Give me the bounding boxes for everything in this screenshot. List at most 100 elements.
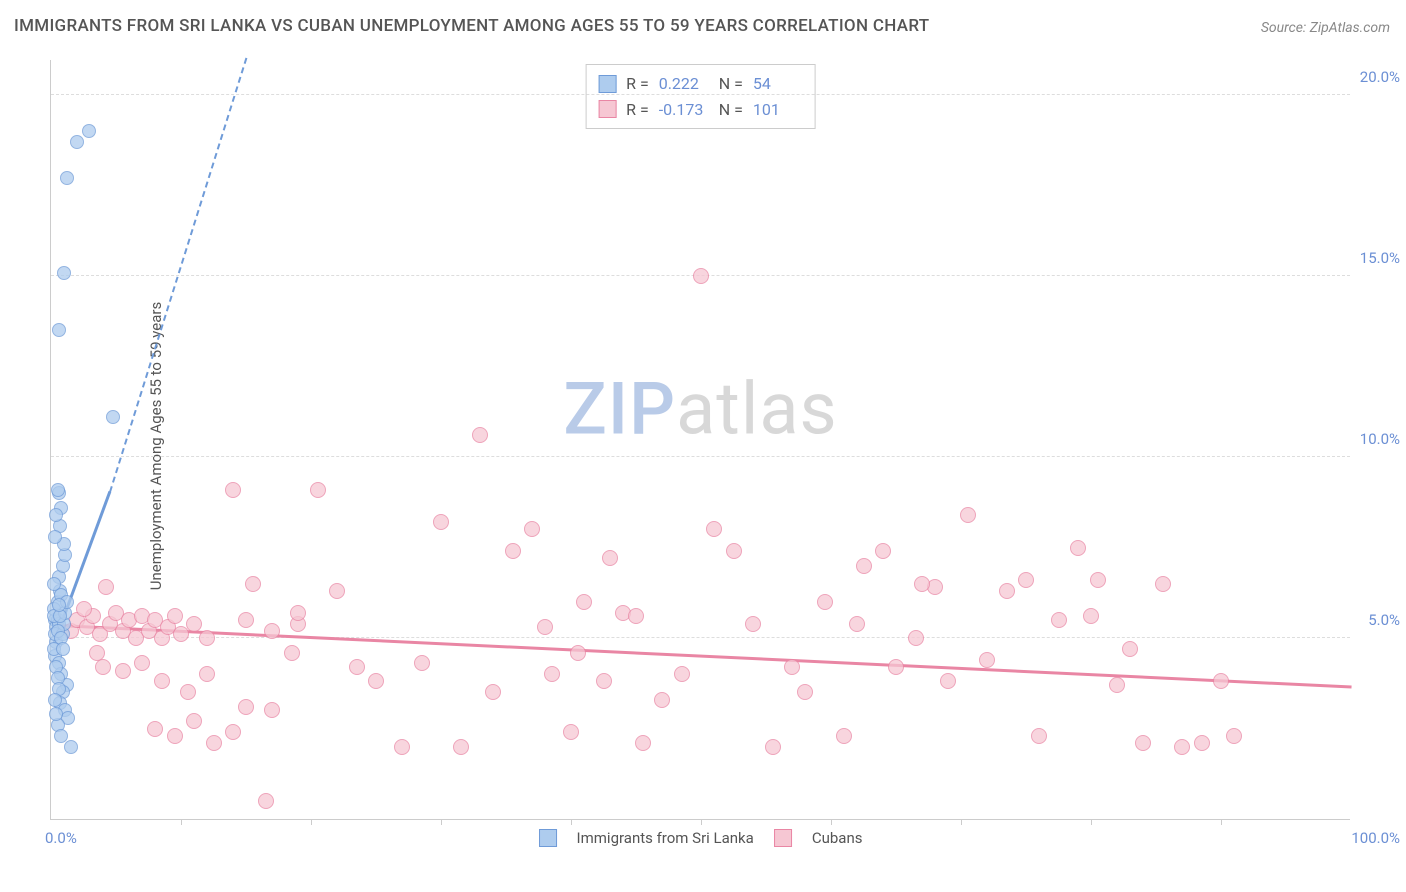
data-point [238, 612, 254, 628]
data-point [693, 268, 709, 284]
legend-label-1: Cubans [812, 829, 863, 847]
data-point [706, 521, 722, 537]
data-point [199, 630, 215, 646]
data-point [485, 684, 501, 700]
data-point [1109, 677, 1125, 693]
swatch-series-1 [598, 100, 616, 118]
data-point [167, 608, 183, 624]
chart-title: IMMIGRANTS FROM SRI LANKA VS CUBAN UNEMP… [14, 16, 929, 36]
data-point [888, 659, 904, 675]
data-point [1213, 673, 1229, 689]
data-point [238, 699, 254, 715]
data-point [186, 616, 202, 632]
x-tick-max: 100.0% [1351, 829, 1400, 847]
data-point [258, 793, 274, 809]
data-point [654, 692, 670, 708]
x-tick-mark [831, 819, 832, 825]
data-point [199, 666, 215, 682]
data-point [98, 579, 114, 595]
watermark-zip: ZIP [563, 367, 676, 452]
data-point [1031, 728, 1047, 744]
data-point [82, 124, 96, 138]
data-point [1194, 735, 1210, 751]
n-value-0: 54 [753, 71, 803, 97]
data-point [979, 652, 995, 668]
data-point [47, 577, 61, 591]
data-point [596, 673, 612, 689]
r-value-1: -0.173 [659, 97, 709, 123]
swatch-series-0 [598, 75, 616, 93]
n-value-1: 101 [753, 97, 803, 123]
data-point [225, 482, 241, 498]
data-point [329, 583, 345, 599]
data-point [1051, 612, 1067, 628]
scatter-plot-area: ZIPatlas R = 0.222 N = 54 R = -0.173 N =… [50, 60, 1350, 820]
data-point [1226, 728, 1242, 744]
data-point [1155, 576, 1171, 592]
x-tick-mark [1221, 819, 1222, 825]
data-point [245, 576, 261, 592]
data-point [225, 724, 241, 740]
data-point [51, 483, 65, 497]
stats-row-series-0: R = 0.222 N = 54 [598, 71, 803, 97]
data-point [349, 659, 365, 675]
data-point [784, 659, 800, 675]
data-point [57, 266, 71, 280]
x-tick-mark [701, 819, 702, 825]
data-point [433, 514, 449, 530]
r-value-0: 0.222 [659, 71, 709, 97]
series-legend: Immigrants from Sri Lanka Cubans [539, 829, 863, 847]
watermark-atlas: atlas [676, 367, 838, 452]
data-point [1174, 739, 1190, 755]
x-tick-mark [181, 819, 182, 825]
data-point [472, 427, 488, 443]
x-tick-mark [441, 819, 442, 825]
data-point [960, 507, 976, 523]
data-point [106, 410, 120, 424]
trend-line [57, 624, 1351, 689]
legend-label-0: Immigrants from Sri Lanka [577, 829, 754, 847]
gridline [51, 456, 1350, 457]
data-point [1135, 735, 1151, 751]
data-point [765, 739, 781, 755]
data-point [180, 684, 196, 700]
data-point [173, 626, 189, 642]
data-point [284, 645, 300, 661]
data-point [836, 728, 852, 744]
data-point [1122, 641, 1138, 657]
x-tick-min: 0.0% [45, 829, 77, 847]
data-point [60, 171, 74, 185]
gridline [51, 94, 1350, 95]
data-point [134, 655, 150, 671]
data-point [48, 693, 62, 707]
data-point [49, 508, 63, 522]
data-point [628, 608, 644, 624]
data-point [95, 659, 111, 675]
data-point [999, 583, 1015, 599]
r-label: R = [626, 71, 649, 97]
data-point [394, 739, 410, 755]
data-point [52, 323, 66, 337]
data-point [70, 135, 84, 149]
y-tick-label: 15.0% [1354, 249, 1400, 267]
data-point [290, 605, 306, 621]
data-point [570, 645, 586, 661]
correlation-stats-legend: R = 0.222 N = 54 R = -0.173 N = 101 [585, 64, 816, 129]
data-point [875, 543, 891, 559]
legend-swatch-1 [774, 829, 792, 847]
r-label: R = [626, 97, 649, 123]
x-tick-mark [961, 819, 962, 825]
data-point [49, 707, 63, 721]
x-tick-mark [1091, 819, 1092, 825]
y-tick-label: 5.0% [1354, 611, 1400, 629]
data-point [726, 543, 742, 559]
watermark: ZIPatlas [563, 367, 837, 452]
data-point [76, 601, 92, 617]
y-tick-label: 20.0% [1354, 68, 1400, 86]
data-point [52, 598, 66, 612]
data-point [797, 684, 813, 700]
data-point [206, 735, 222, 751]
data-point [1018, 572, 1034, 588]
data-point [264, 702, 280, 718]
source-attribution: Source: ZipAtlas.com [1261, 20, 1390, 36]
